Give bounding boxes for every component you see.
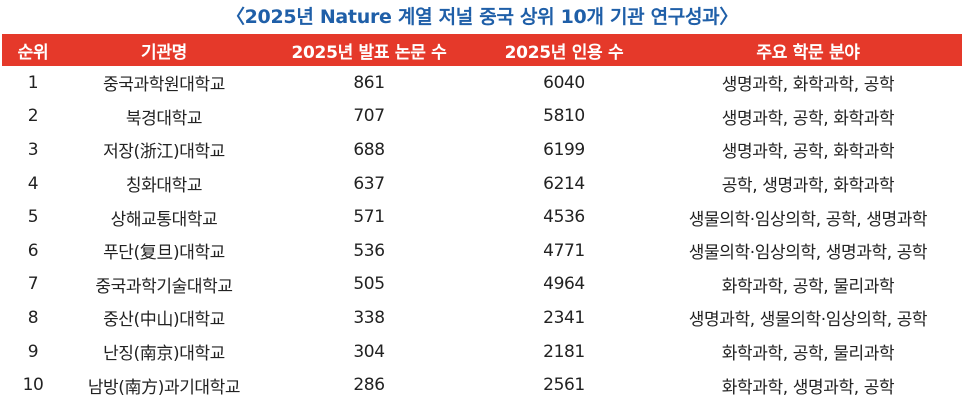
cell-papers: 505 [353,274,385,295]
table-row: 3 저장(浙江)대학교 688 6199 생명과학, 공학, 화학과학 [2,133,962,167]
cell-institution: 남방(南方)과기대학교 [87,377,241,398]
cell-fields: 공학, 생명과학, 화학과학 [721,176,895,197]
table-row: 5 상해교통대학교 571 4536 생물의학·임상의학, 공학, 생명과학 [2,200,962,234]
cell-papers: 861 [353,72,385,93]
cell-institution: 중국과학기술대학교 [95,276,233,297]
cell-papers: 286 [353,375,385,396]
table-row: 7 중국과학기술대학교 505 4964 화학과학, 공학, 물리과학 [2,268,962,302]
cell-citations: 2341 [543,307,585,328]
table-row: 2 북경대학교 707 5810 생명과학, 공학, 화학과학 [2,100,962,134]
cell-citations: 6214 [543,173,585,194]
cell-institution: 중국과학원대학교 [103,75,225,96]
table-row: 1 중국과학원대학교 861 6040 생명과학, 화학과학, 공학 [2,66,962,100]
cell-rank: 3 [27,139,39,160]
cell-rank: 7 [27,274,39,295]
table-row: 9 난징(南京)대학교 304 2181 화학과학, 공학, 물리과학 [2,335,962,369]
table-title: 〈2025년 Nature 계열 저널 중국 상위 10개 기관 연구성과〉 [225,6,739,28]
header-row: 순위 기관명 2025년 발표 논문 수 2025년 인용 수 주요 학문 분야 [2,34,962,66]
cell-papers: 637 [353,173,385,194]
cell-papers: 688 [353,139,385,160]
header-rank: 순위 [2,34,64,66]
cell-fields: 화학과학, 공학, 물리과학 [721,276,895,297]
cell-citations: 2181 [543,341,585,362]
cell-fields: 생물의학·임상의학, 공학, 생명과학 [688,209,928,230]
cell-rank: 2 [27,106,39,127]
cell-papers: 571 [353,207,385,228]
cell-institution: 칭화대학교 [125,176,203,197]
cell-fields: 생명과학, 공학, 화학과학 [721,108,895,129]
cell-institution: 상해교통대학교 [110,209,218,230]
table-row: 6 푸단(复旦)대학교 536 4771 생물의학·임상의학, 생명과학, 공학 [2,234,962,268]
cell-fields: 생명과학, 생물의학·임상의학, 공학 [688,310,928,331]
cell-fields: 화학과학, 생명과학, 공학 [721,377,895,398]
cell-citations: 2561 [543,375,585,396]
research-table: 순위 기관명 2025년 발표 논문 수 2025년 인용 수 주요 학문 분야… [2,34,962,402]
table-row: 8 중산(中山)대학교 338 2341 생명과학, 생물의학·임상의학, 공학 [2,301,962,335]
cell-papers: 707 [353,106,385,127]
cell-fields: 생명과학, 화학과학, 공학 [721,75,895,96]
header-citations: 2025년 인용 수 [474,34,654,66]
table-row: 10 남방(南方)과기대학교 286 2561 화학과학, 생명과학, 공학 [2,368,962,402]
cell-citations: 6199 [543,139,585,160]
header-institution: 기관명 [64,34,264,66]
cell-rank: 4 [27,173,39,194]
cell-citations: 4536 [543,207,585,228]
cell-rank: 5 [27,207,39,228]
cell-institution: 북경대학교 [125,108,203,129]
cell-rank: 9 [27,341,39,362]
cell-rank: 8 [27,307,39,328]
cell-fields: 화학과학, 공학, 물리과학 [721,344,895,365]
table-row: 4 칭화대학교 637 6214 공학, 생명과학, 화학과학 [2,167,962,201]
cell-papers: 304 [353,341,385,362]
cell-citations: 4771 [543,240,585,261]
cell-citations: 4964 [543,274,585,295]
cell-papers: 338 [353,307,385,328]
cell-citations: 6040 [543,72,585,93]
header-fields: 주요 학문 분야 [654,34,962,66]
cell-rank: 1 [27,72,39,93]
cell-institution: 저장(浙江)대학교 [103,142,225,163]
cell-rank: 6 [27,240,39,261]
header-papers: 2025년 발표 논문 수 [264,34,474,66]
cell-fields: 생물의학·임상의학, 생명과학, 공학 [688,243,928,264]
cell-institution: 난징(南京)대학교 [103,344,225,365]
cell-institution: 중산(中山)대학교 [103,310,225,331]
cell-rank: 10 [22,375,44,396]
cell-papers: 536 [353,240,385,261]
cell-institution: 푸단(复旦)대학교 [103,243,225,264]
cell-citations: 5810 [543,106,585,127]
cell-fields: 생명과학, 공학, 화학과학 [721,142,895,163]
